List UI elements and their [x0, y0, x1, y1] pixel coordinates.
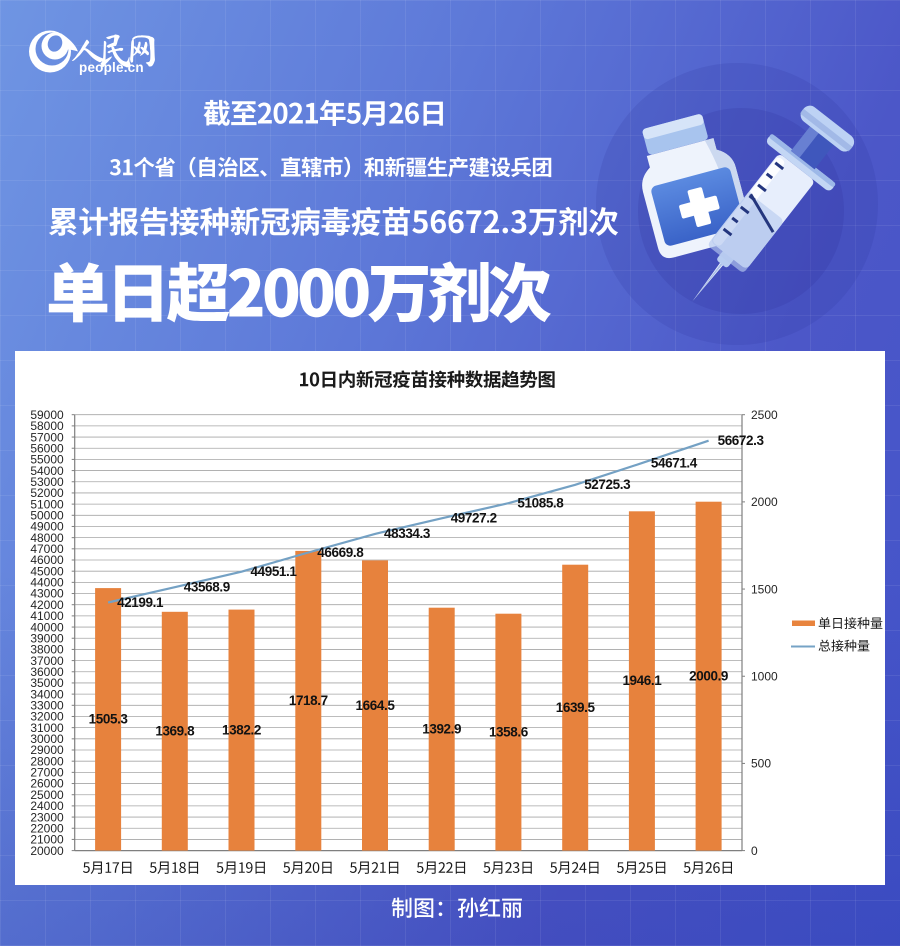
svg-text:51000: 51000 [30, 497, 64, 511]
svg-text:1946.1: 1946.1 [622, 673, 662, 688]
svg-text:56672.3: 56672.3 [718, 433, 765, 448]
svg-text:21000: 21000 [30, 833, 64, 847]
svg-text:49727.2: 49727.2 [451, 511, 497, 526]
svg-text:58000: 58000 [30, 419, 64, 433]
svg-text:31000: 31000 [30, 721, 64, 735]
svg-text:1505.3: 1505.3 [89, 712, 129, 727]
svg-text:47000: 47000 [30, 542, 64, 556]
svg-text:22000: 22000 [30, 821, 64, 835]
svg-text:2500: 2500 [751, 408, 778, 422]
svg-text:36000: 36000 [30, 665, 64, 679]
svg-text:56000: 56000 [30, 441, 64, 455]
svg-text:53000: 53000 [30, 475, 64, 489]
svg-text:24000: 24000 [30, 799, 64, 813]
svg-text:25000: 25000 [30, 788, 64, 802]
svg-text:37000: 37000 [30, 654, 64, 668]
svg-text:500: 500 [751, 757, 771, 771]
svg-text:43568.9: 43568.9 [184, 580, 230, 595]
svg-text:41000: 41000 [30, 609, 64, 623]
svg-text:23000: 23000 [30, 810, 64, 824]
svg-text:45000: 45000 [30, 564, 64, 578]
svg-text:34000: 34000 [30, 687, 64, 701]
svg-text:51085.8: 51085.8 [517, 496, 564, 511]
svg-text:1358.6: 1358.6 [489, 725, 529, 740]
svg-text:2000: 2000 [751, 495, 778, 509]
svg-text:59000: 59000 [30, 408, 64, 422]
svg-text:44951.1: 44951.1 [251, 564, 298, 579]
svg-text:1382.2: 1382.2 [222, 722, 261, 737]
svg-text:52725.3: 52725.3 [584, 477, 631, 492]
svg-text:30000: 30000 [30, 732, 64, 746]
svg-text:1000: 1000 [751, 669, 778, 683]
svg-text:20000: 20000 [30, 844, 64, 858]
svg-text:2000.9: 2000.9 [689, 669, 728, 684]
svg-text:29000: 29000 [30, 743, 64, 757]
svg-text:49000: 49000 [30, 520, 64, 534]
svg-text:55000: 55000 [30, 453, 64, 467]
svg-text:26000: 26000 [30, 777, 64, 791]
svg-text:42000: 42000 [30, 598, 64, 612]
svg-text:46000: 46000 [30, 553, 64, 567]
svg-text:54000: 54000 [30, 464, 64, 478]
svg-text:39000: 39000 [30, 631, 64, 645]
svg-text:28000: 28000 [30, 754, 64, 768]
svg-text:1392.9: 1392.9 [422, 722, 461, 737]
svg-text:38000: 38000 [30, 643, 64, 657]
svg-text:35000: 35000 [30, 676, 64, 690]
svg-text:0: 0 [751, 844, 758, 858]
svg-text:27000: 27000 [30, 766, 64, 780]
svg-text:52000: 52000 [30, 486, 64, 500]
svg-text:44000: 44000 [30, 576, 64, 590]
svg-text:42199.1: 42199.1 [117, 595, 164, 610]
svg-text:40000: 40000 [30, 620, 64, 634]
svg-text:32000: 32000 [30, 710, 64, 724]
svg-text:46669.8: 46669.8 [317, 545, 364, 560]
svg-text:1500: 1500 [751, 582, 778, 596]
svg-text:1664.5: 1664.5 [356, 698, 396, 713]
svg-text:33000: 33000 [30, 699, 64, 713]
svg-text:43000: 43000 [30, 587, 64, 601]
svg-text:1718.7: 1718.7 [289, 693, 328, 708]
svg-text:48000: 48000 [30, 531, 64, 545]
svg-text:1369.8: 1369.8 [155, 724, 195, 739]
svg-text:48334.3: 48334.3 [384, 526, 431, 541]
svg-text:50000: 50000 [30, 509, 64, 523]
svg-text:1639.5: 1639.5 [556, 700, 596, 715]
svg-text:57000: 57000 [30, 430, 64, 444]
svg-text:54671.4: 54671.4 [651, 455, 698, 470]
